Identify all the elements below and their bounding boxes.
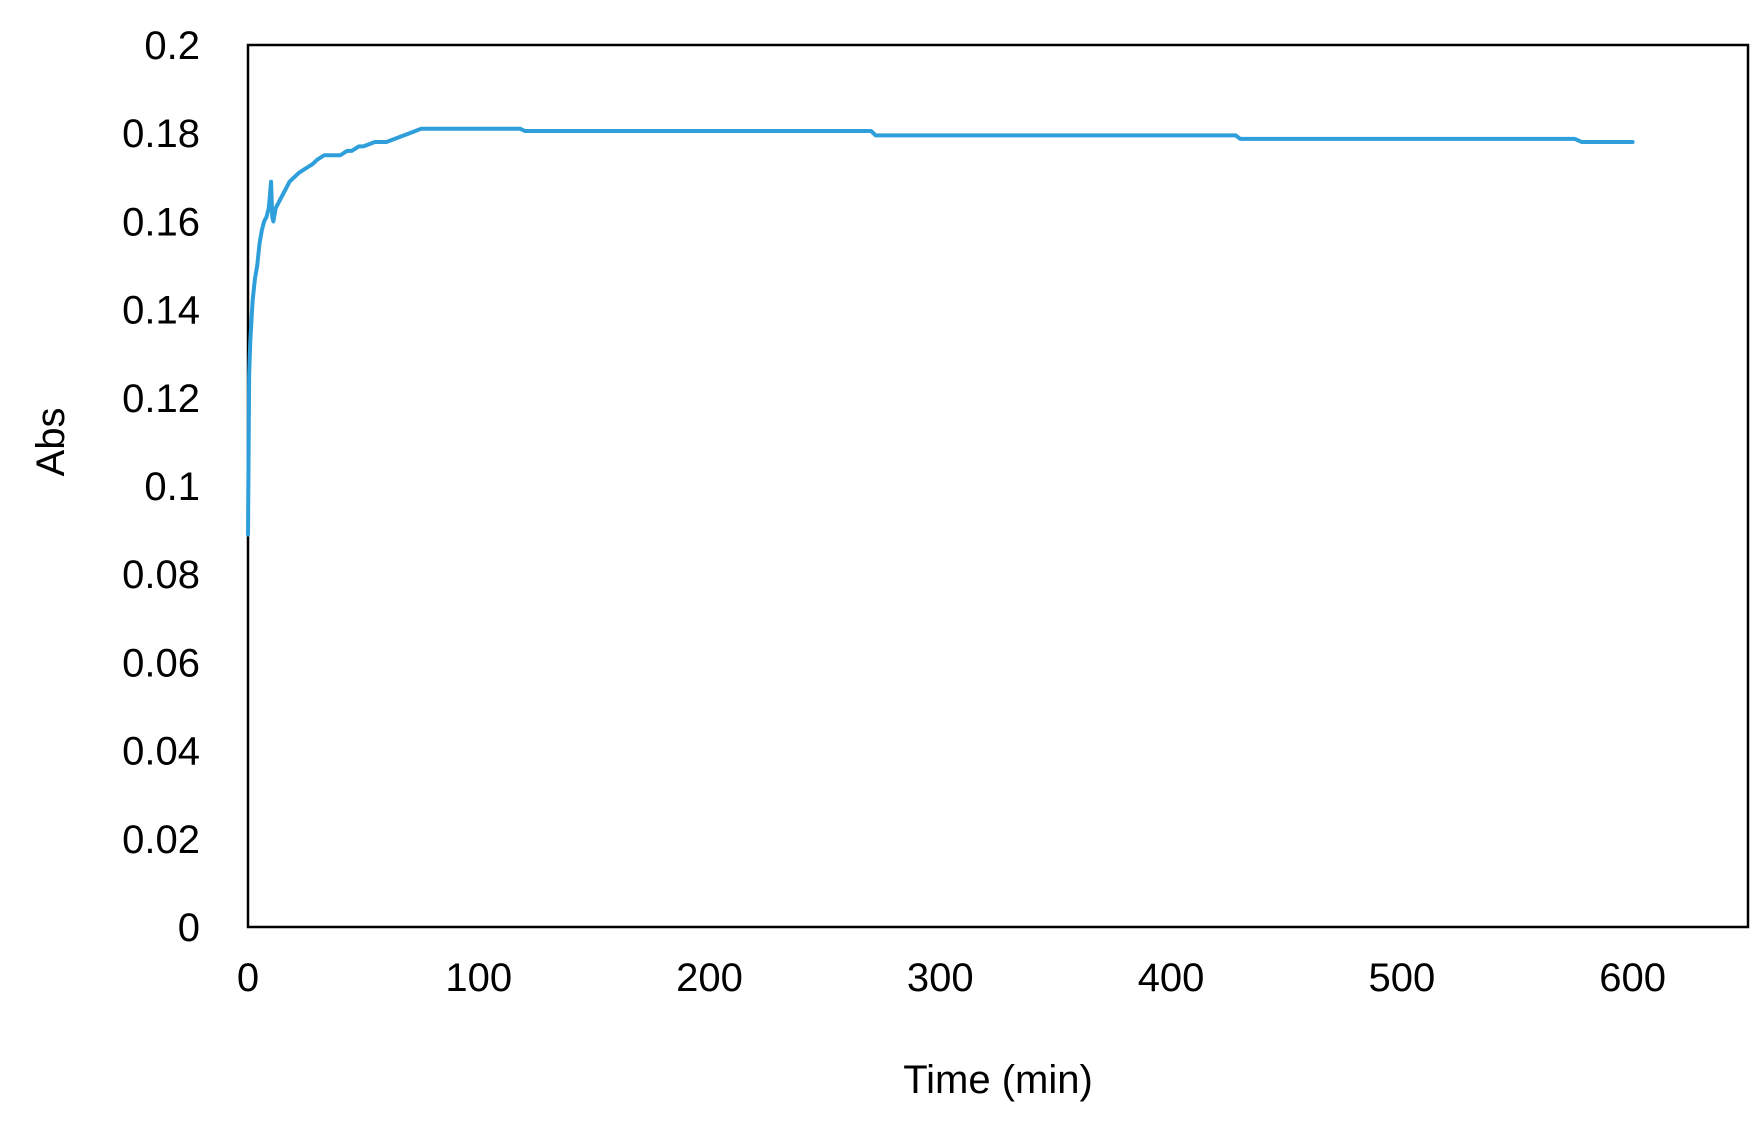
series-line (246, 126, 1635, 537)
y-tick-label: 0 (178, 906, 200, 950)
x-tick-label: 0 (237, 956, 259, 1000)
y-tick-label: 0.18 (122, 112, 200, 156)
plot-area-frame (246, 43, 1750, 929)
x-tick-label: 400 (1138, 956, 1205, 1000)
x-tick-label: 600 (1599, 956, 1666, 1000)
y-axis-title: Abs (29, 408, 73, 477)
y-tick-label: 0.16 (122, 200, 200, 244)
series-layer (246, 126, 1635, 537)
y-tick-label: 0.04 (122, 730, 200, 774)
y-tick-label: 0.02 (122, 818, 200, 862)
x-tick-label: 300 (907, 956, 974, 1000)
y-tick-label: 0.06 (122, 641, 200, 685)
x-tick-labels: 0 100 200 300 400 500 600 (237, 956, 1666, 1000)
x-tick-label: 500 (1368, 956, 1435, 1000)
y-tick-label: 0.12 (122, 377, 200, 421)
x-tick-label: 100 (445, 956, 512, 1000)
y-tick-label: 0.14 (122, 289, 200, 333)
x-tick-label: 200 (676, 956, 743, 1000)
y-tick-label: 0.2 (144, 24, 200, 68)
y-tick-labels: 0 0.02 0.04 0.06 0.08 0.1 0.12 0.14 0.16 0.18 0.2 (122, 24, 200, 950)
y-tick-label: 0.1 (144, 465, 200, 509)
x-axis-title: Time (min) (903, 1058, 1093, 1102)
y-tick-label: 0.08 (122, 553, 200, 597)
